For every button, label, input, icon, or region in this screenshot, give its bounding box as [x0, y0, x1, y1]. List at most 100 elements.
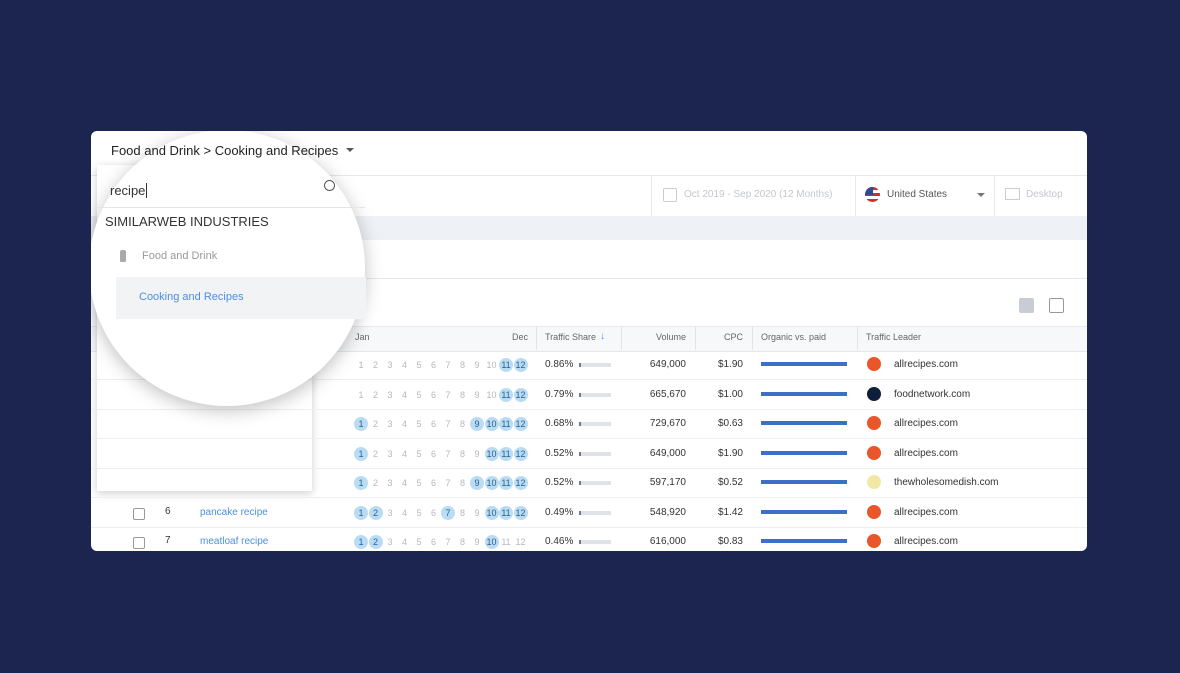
leader[interactable]: allrecipes.com [894, 506, 958, 518]
col-header[interactable]: Traffic Share [545, 332, 597, 342]
traffic-share: 0.52% [545, 477, 574, 488]
month: 5 [416, 389, 422, 400]
volume: 729,670 [649, 418, 686, 429]
month: 9 [470, 476, 484, 490]
month: 6 [430, 448, 436, 459]
search-input[interactable]: recipe [110, 183, 148, 198]
month: 4 [401, 478, 407, 488]
month: 10 [486, 389, 497, 400]
month: 11 [499, 358, 513, 372]
organic-bar [761, 539, 847, 543]
keyword[interactable]: pancake recipe [200, 506, 268, 518]
month: 7 [445, 448, 451, 459]
month: 9 [474, 448, 480, 459]
date-range[interactable]: Oct 2019 - Sep 2020 (12 Months) [684, 189, 833, 200]
month: 7 [445, 389, 451, 400]
month: 7 [445, 537, 451, 547]
leader[interactable]: allrecipes.com [894, 536, 958, 547]
share-bar-fill [579, 510, 581, 515]
organic-bar [761, 450, 847, 455]
month: 10 [484, 535, 499, 549]
month: 7 [445, 419, 451, 429]
dropdown-item[interactable]: Food and Drink [142, 250, 218, 262]
traffic-share: 0.68% [545, 418, 574, 429]
cpc: $1.00 [717, 388, 743, 400]
col-divider [857, 326, 858, 350]
month: 11 [499, 387, 513, 402]
month: 5 [416, 478, 422, 488]
month: 5 [416, 419, 422, 429]
cpc: $0.63 [717, 418, 743, 429]
checkbox[interactable] [133, 507, 145, 520]
col-header: Dec [512, 332, 529, 342]
month: 4 [401, 360, 407, 370]
month: 2 [372, 448, 378, 459]
col-header: Jan [355, 332, 370, 342]
cpc: $1.90 [717, 359, 743, 370]
month: 1 [354, 446, 368, 461]
month: 2 [372, 360, 378, 370]
month: 9 [474, 507, 480, 518]
dropdown-item[interactable]: Cooking and Recipes [139, 291, 244, 303]
leader-icon [867, 504, 881, 519]
keyword[interactable]: meatloaf recipe [200, 536, 269, 547]
organic-bar [761, 480, 847, 484]
row-divider [91, 408, 1087, 410]
excel-icon[interactable] [1019, 298, 1034, 313]
month: 3 [387, 478, 393, 488]
month: 3 [387, 419, 393, 429]
magnifier: recipe SIMILARWEB INDUSTRIES Food and Dr… [91, 131, 366, 406]
cpc: $0.52 [717, 477, 743, 488]
organic-bar [761, 362, 847, 366]
traffic-share: 0.79% [545, 388, 574, 400]
month: 1 [358, 389, 364, 400]
share-bar [579, 510, 611, 515]
month: 8 [459, 360, 465, 370]
row-divider [91, 438, 1087, 439]
leader[interactable]: allrecipes.com [894, 418, 958, 429]
row-divider [91, 497, 1087, 498]
search-icon[interactable] [324, 180, 335, 191]
share-bar-fill [579, 422, 581, 426]
month: 3 [387, 448, 393, 459]
month: 12 [513, 358, 528, 372]
month: 4 [401, 419, 407, 429]
month: 11 [499, 446, 513, 461]
month: 8 [459, 448, 465, 459]
volume: 649,000 [649, 359, 686, 370]
leader[interactable]: thewholesomedish.com [894, 477, 999, 488]
leader[interactable]: allrecipes.com [894, 447, 958, 459]
device[interactable]: Desktop [1026, 189, 1063, 200]
month: 11 [499, 476, 513, 490]
checkbox[interactable] [133, 537, 145, 549]
search-query: recipe [110, 183, 146, 198]
volume: 616,000 [649, 536, 686, 547]
divider [994, 175, 995, 216]
leader[interactable]: foodnetwork.com [894, 388, 971, 400]
month: 8 [459, 507, 465, 518]
month: 1 [358, 360, 364, 370]
month: 7 [445, 360, 451, 370]
breadcrumb[interactable]: Food and Drink > Cooking and Recipes [111, 143, 339, 158]
month: 10 [484, 446, 499, 461]
leader[interactable]: allrecipes.com [894, 359, 958, 370]
month: 9 [470, 417, 484, 431]
month: 12 [513, 417, 528, 431]
col-header: Organic vs. paid [761, 332, 827, 342]
month: 8 [459, 478, 465, 488]
month: 10 [484, 505, 499, 520]
country[interactable]: United States [887, 189, 948, 200]
month: 4 [401, 507, 407, 518]
month: 6 [430, 507, 436, 518]
share-bar-fill [579, 451, 581, 456]
month: 8 [459, 537, 465, 547]
settings-icon[interactable] [1049, 298, 1064, 313]
share-bar [579, 481, 611, 485]
month: 11 [501, 537, 511, 547]
col-divider [695, 326, 696, 350]
month: 4 [401, 448, 407, 459]
traffic-share: 0.86% [545, 359, 574, 370]
traffic-share: 0.52% [545, 447, 574, 459]
month: 8 [459, 419, 465, 429]
cpc: $1.90 [717, 447, 743, 459]
